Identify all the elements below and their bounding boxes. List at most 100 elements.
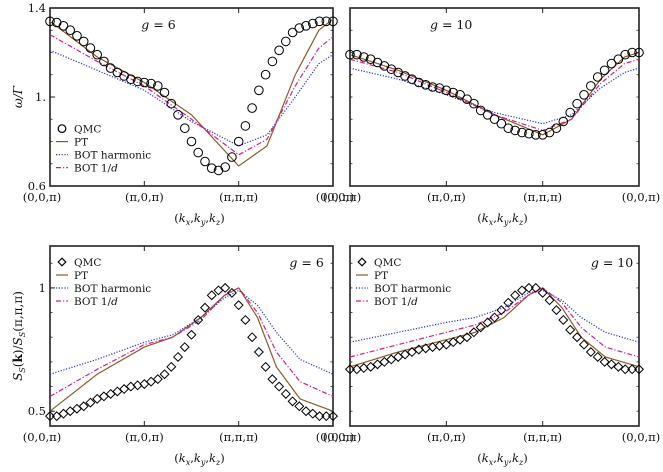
qmc-marker [307, 408, 318, 419]
x-tick-label: (0,0,π) [323, 190, 361, 204]
qmc-marker [420, 80, 431, 90]
x-tick-label: (π,π,π) [523, 190, 562, 204]
legend-label: BOT 1/d [74, 163, 118, 175]
y-tick-label: 1.4 [28, 1, 46, 15]
qmc-marker [200, 156, 210, 167]
panel-title: g = 6 [289, 255, 323, 270]
qmc-marker [455, 90, 465, 100]
qmc-marker [427, 82, 438, 92]
qmc-marker [321, 411, 332, 422]
qmc-marker [537, 130, 548, 140]
qmc-marker [482, 110, 493, 120]
qmc-marker [565, 324, 576, 335]
qmc-marker [359, 52, 369, 62]
qmc-marker [517, 127, 527, 138]
legend-marker-qmc [57, 257, 67, 267]
y-tick-label: 1. [35, 90, 46, 104]
qmc-marker [179, 342, 190, 353]
qmc-marker [613, 54, 624, 65]
legend-label: QMC [74, 257, 101, 269]
qmc-marker [314, 16, 325, 27]
qmc-marker [524, 128, 534, 139]
qmc-marker [578, 339, 589, 350]
qmc-marker [441, 339, 452, 350]
qmc-marker [620, 364, 631, 375]
qmc-marker [352, 49, 362, 60]
qmc-marker [301, 406, 312, 417]
legend-label: PT [374, 270, 388, 282]
x-tick-label: (π,π,π) [219, 190, 258, 204]
qmc-marker [274, 381, 285, 392]
x-tick-label: (π,0,π) [125, 190, 164, 204]
legend-marker-qmc [357, 257, 367, 267]
x-axis-label: (kx,ky,kz) [477, 451, 527, 467]
qmc-marker [294, 401, 305, 412]
qmc-marker [226, 287, 237, 298]
qmc-marker [530, 282, 541, 293]
qmc-marker [634, 47, 644, 58]
series-line-bot-harmonic [49, 289, 334, 375]
qmc-marker [599, 356, 610, 367]
qmc-marker [633, 364, 645, 375]
qmc-marker [586, 81, 596, 91]
qmc-marker [233, 300, 244, 311]
qmc-marker [199, 302, 210, 313]
qmc-marker [386, 354, 397, 365]
qmc-marker [544, 127, 555, 138]
qmc-marker [510, 125, 520, 136]
qmc-marker [227, 152, 237, 162]
x-tick-label: (0,0,π) [316, 430, 354, 444]
qmc-marker [193, 147, 203, 158]
qmc-marker [139, 77, 150, 88]
panel-title: g = 6 [141, 17, 175, 32]
qmc-marker [253, 347, 264, 358]
qmc-marker [287, 27, 298, 38]
qmc-marker [406, 347, 417, 358]
qmc-marker [240, 314, 251, 325]
qmc-marker [44, 411, 56, 422]
qmc-marker [193, 314, 204, 325]
qmc-marker [400, 349, 411, 360]
qmc-marker [592, 351, 603, 362]
qmc-marker [551, 305, 562, 316]
qmc-marker [572, 98, 582, 109]
qmc-marker [606, 359, 617, 370]
qmc-marker [510, 290, 521, 301]
qmc-marker [146, 78, 156, 89]
legend-label: BOT harmonic [74, 283, 151, 295]
qmc-marker [482, 317, 493, 328]
qmc-marker [462, 94, 472, 104]
panel-title: g = 10 [430, 17, 472, 32]
qmc-marker [308, 18, 318, 29]
qmc-marker [267, 374, 278, 385]
qmc-marker [572, 332, 583, 343]
qmc-marker [58, 21, 69, 31]
qmc-marker [78, 36, 89, 47]
qmc-marker [180, 123, 190, 133]
qmc-marker [469, 98, 479, 109]
qmc-marker [565, 107, 576, 118]
qmc-marker [166, 98, 177, 109]
x-tick-label: (0,0,π) [622, 190, 660, 204]
series-line-bot-harmonic [349, 289, 640, 343]
qmc-marker [280, 388, 291, 399]
legend-label: BOT 1/d [74, 296, 118, 308]
x-tick-label: (0,0,π) [316, 190, 354, 204]
qmc-marker [260, 361, 271, 372]
qmc-marker [544, 295, 555, 306]
plot-frame [349, 7, 640, 187]
qmc-marker [414, 77, 424, 88]
x-tick-label: (0,0,π) [622, 430, 660, 444]
qmc-marker [159, 369, 170, 380]
x-tick-label: (π,0,π) [427, 430, 466, 444]
plot-frame [49, 245, 334, 427]
y-tick-label: 0.6 [28, 179, 46, 193]
qmc-marker [627, 47, 637, 58]
qmc-marker [65, 25, 75, 36]
qmc-marker [99, 56, 109, 67]
qmc-marker [173, 110, 183, 120]
qmc-marker [592, 72, 603, 82]
x-tick-label: (0,0,π) [323, 430, 361, 444]
qmc-marker [345, 49, 355, 60]
qmc-marker [523, 282, 534, 293]
